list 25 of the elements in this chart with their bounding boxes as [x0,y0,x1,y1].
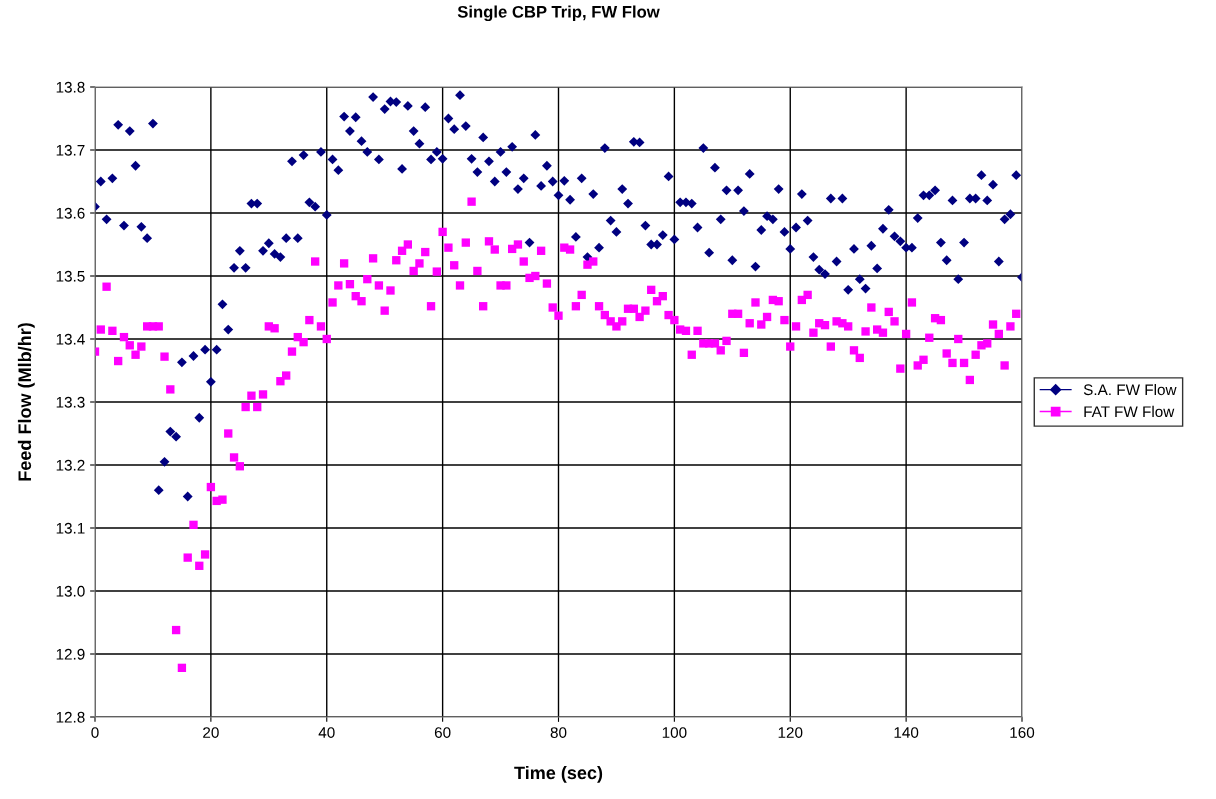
x-tick-label: 160 [1010,727,1035,738]
x-tick-label: 20 [203,727,219,738]
y-tick-label: 13.3 [56,396,85,408]
y-tick-label: 13.5 [56,270,85,282]
x-tick-label: 40 [318,727,335,738]
x-tick-label: 100 [662,727,687,738]
x-tick-label: 0 [91,727,99,738]
x-axis-title: Time (sec) [514,765,603,783]
x-tick-label: 60 [434,727,451,738]
x-tick-label: 140 [894,727,919,738]
y-tick-label: 13.7 [56,144,85,156]
legend-label: FAT FW Flow [1084,405,1175,418]
y-tick-label: 13.4 [56,333,85,345]
y-axis-title: Feed Flow (Mlb/hr) [17,323,35,481]
legend-label: S.A. FW Flow [1083,383,1177,396]
x-tick-label: 80 [550,727,567,738]
y-tick-label: 13.8 [56,81,85,93]
y-tick-label: 13.0 [56,585,85,597]
y-tick-label: 12.8 [56,711,85,723]
y-tick-label: 12.9 [56,648,85,660]
y-tick-label: 13.6 [56,207,85,219]
x-tick-label: 120 [778,727,803,738]
chart-title: Single CBP Trip, FW Flow [457,5,660,22]
y-tick-label: 13.1 [56,522,85,534]
y-tick-label: 13.2 [56,459,85,471]
